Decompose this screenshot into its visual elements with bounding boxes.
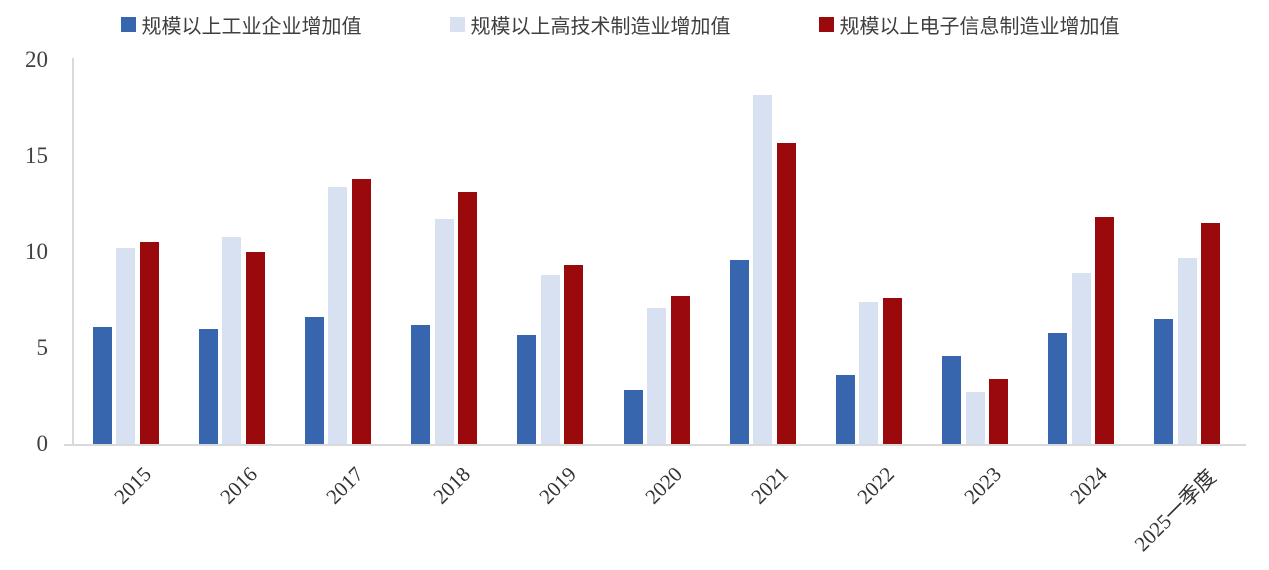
x-tick-label-5: 2020 bbox=[640, 462, 687, 509]
x-tick-label-9: 2024 bbox=[1065, 462, 1112, 509]
legend-label: 规模以上电子信息制造业增加值 bbox=[839, 16, 1120, 38]
bar-2023-series1 bbox=[965, 392, 985, 444]
y-tick-label-5: 5 bbox=[36, 335, 49, 360]
x-tick-label-4: 2019 bbox=[534, 462, 581, 509]
bar-2021-series2 bbox=[776, 142, 796, 444]
bar-2020-series1 bbox=[647, 307, 666, 444]
y-tick-label-0: 0 bbox=[36, 431, 49, 456]
bar-2024-series2 bbox=[1095, 217, 1115, 444]
bar-2018-series0 bbox=[411, 324, 431, 444]
x-tick-label-1: 2016 bbox=[215, 462, 263, 509]
bar-2025一季度-series1 bbox=[1177, 257, 1197, 444]
bar-2024-series1 bbox=[1071, 273, 1091, 444]
x-tick-label-10: 2025一季度 bbox=[1129, 464, 1221, 557]
bar-2022-series2 bbox=[882, 298, 902, 444]
bar-2016-series2 bbox=[245, 252, 265, 444]
bar-2022-series0 bbox=[835, 374, 855, 444]
bar-2015-series2 bbox=[139, 242, 159, 444]
bar-2018-series2 bbox=[458, 192, 478, 444]
bar-2018-series1 bbox=[434, 219, 454, 444]
bar-2019-series1 bbox=[540, 275, 560, 444]
x-tick-label-3: 2018 bbox=[427, 462, 475, 509]
legend-label: 规模以上工业企业增加值 bbox=[141, 16, 362, 38]
bar-2020-series0 bbox=[623, 390, 643, 444]
x-tick-label-7: 2022 bbox=[852, 462, 900, 509]
bar-2021-series0 bbox=[729, 259, 749, 444]
legend-item-1: 规模以上高技术制造业增加值 bbox=[449, 10, 731, 39]
legend-item-2: 规模以上电子信息制造业增加值 bbox=[818, 10, 1120, 39]
bar-2023-series0 bbox=[942, 355, 962, 444]
bar-2025一季度-series2 bbox=[1201, 223, 1221, 444]
x-axis-line bbox=[64, 444, 1246, 446]
y-tick-label-20: 20 bbox=[25, 47, 48, 72]
legend-swatch-icon bbox=[449, 17, 465, 32]
bar-2015-series1 bbox=[116, 248, 136, 444]
bar-2017-series2 bbox=[351, 179, 371, 444]
legend-label: 规模以上高技术制造业增加值 bbox=[470, 16, 731, 38]
legend-swatch-icon bbox=[120, 17, 136, 32]
y-tick-label-15: 15 bbox=[25, 143, 48, 168]
bar-2025一季度-series0 bbox=[1154, 319, 1174, 444]
bar-2017-series0 bbox=[304, 317, 324, 444]
bar-2021-series1 bbox=[753, 94, 773, 444]
legend-swatch-icon bbox=[818, 17, 834, 32]
x-tick-label-8: 2023 bbox=[958, 462, 1006, 509]
chart-legend: 规模以上工业企业增加值 规模以上高技术制造业增加值 规模以上电子信息制造业增加值 bbox=[0, 10, 1240, 39]
legend-item-0: 规模以上工业企业增加值 bbox=[120, 10, 362, 39]
bar-2019-series0 bbox=[517, 334, 537, 444]
x-tick-label-0: 2015 bbox=[109, 462, 157, 509]
bar-2016-series1 bbox=[222, 236, 242, 444]
bar-2016-series0 bbox=[198, 328, 218, 444]
bar-2015-series0 bbox=[92, 326, 112, 444]
bar-2022-series1 bbox=[859, 301, 879, 444]
y-tick-label-10: 10 bbox=[25, 239, 48, 264]
x-tick-label-2: 2017 bbox=[321, 462, 369, 509]
bar-2020-series2 bbox=[670, 296, 690, 444]
y-axis-line bbox=[72, 58, 74, 444]
x-tick-label-6: 2021 bbox=[746, 462, 794, 509]
bar-2017-series1 bbox=[328, 186, 348, 444]
bar-2023-series2 bbox=[989, 378, 1009, 444]
bar-2024-series0 bbox=[1048, 332, 1068, 444]
bar-2019-series2 bbox=[564, 265, 584, 444]
